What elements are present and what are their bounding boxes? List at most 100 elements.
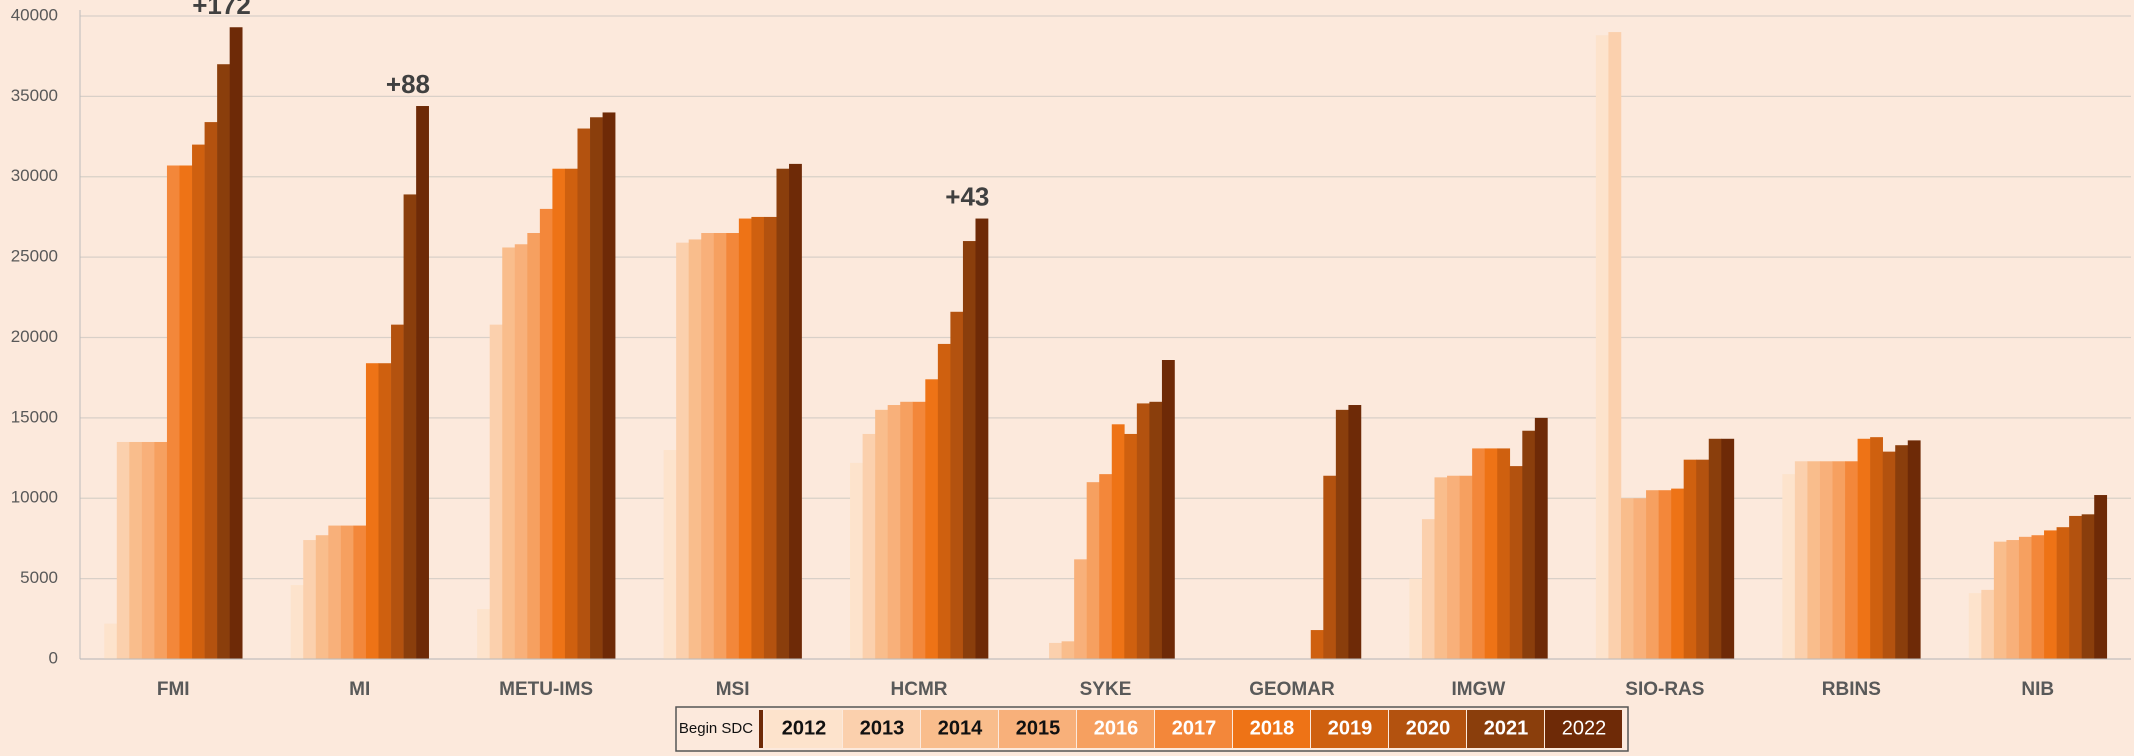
- bar: [962, 241, 976, 660]
- bar: [527, 233, 541, 659]
- bar: [1882, 451, 1896, 659]
- y-tick-label: 35000: [11, 86, 58, 105]
- y-tick-label: 25000: [11, 247, 58, 266]
- x-tick-label: METU-IMS: [499, 679, 593, 700]
- x-tick-label: FMI: [157, 679, 190, 700]
- bar: [1348, 405, 1362, 659]
- bar: [192, 144, 205, 660]
- bar: [2081, 514, 2095, 659]
- bar: [1870, 437, 1883, 659]
- y-tick-label: 5000: [20, 568, 58, 587]
- bar: [477, 609, 490, 659]
- x-tick-label: IMGW: [1451, 679, 1505, 700]
- bar: [1161, 360, 1175, 659]
- bar: [141, 441, 155, 659]
- bar: [1620, 498, 1634, 659]
- bar: [1061, 641, 1075, 659]
- y-tick-label: 0: [49, 648, 58, 667]
- bar: [1310, 630, 1324, 659]
- bar: [290, 585, 304, 659]
- legend-label: 2013: [860, 717, 905, 739]
- bar: [850, 462, 863, 659]
- y-tick-label: 30000: [11, 166, 58, 185]
- bar: [315, 535, 329, 659]
- legend-label: 2017: [1172, 717, 1217, 739]
- bar: [1658, 490, 1672, 659]
- bar: [1895, 445, 1909, 659]
- y-tick-label: 15000: [11, 407, 58, 426]
- bar: [1522, 430, 1536, 659]
- legend-swatch: [843, 710, 920, 748]
- x-tick-label: MI: [349, 679, 370, 700]
- bar: [925, 379, 939, 659]
- bar: [676, 242, 689, 659]
- bar: [1111, 424, 1125, 659]
- bar: [564, 168, 578, 659]
- bar: [116, 441, 130, 659]
- bar: [1509, 466, 1523, 659]
- x-tick-label: GEOMAR: [1249, 679, 1335, 700]
- bar: [1595, 35, 1609, 660]
- bar: [1907, 440, 1921, 659]
- bar: [2056, 527, 2070, 659]
- bar: [975, 218, 989, 660]
- legend-swatch: [1467, 710, 1544, 748]
- bar: [416, 106, 429, 659]
- legend-begin-marker: [759, 710, 763, 748]
- x-tick-label: SYKE: [1080, 679, 1132, 700]
- bar: [1708, 438, 1722, 659]
- bar: [514, 244, 528, 659]
- bar: [602, 112, 616, 659]
- bar: [1832, 461, 1846, 659]
- bar: [328, 525, 342, 659]
- annotation: +88: [386, 69, 430, 99]
- legend-label: 2015: [1016, 717, 1061, 739]
- bar: [2094, 495, 2108, 659]
- bar: [1721, 438, 1735, 659]
- bar: [154, 441, 168, 659]
- bar: [763, 216, 777, 659]
- bar: [378, 363, 392, 659]
- x-tick-label: HCMR: [891, 679, 948, 700]
- bar: [1459, 475, 1473, 659]
- bar: [751, 216, 765, 659]
- bar: [2069, 515, 2082, 659]
- bar: [1472, 448, 1485, 659]
- bar: [1074, 559, 1087, 659]
- bar: [900, 401, 914, 659]
- legend-swatch: [765, 710, 842, 748]
- bar: [1534, 417, 1548, 659]
- bar: [875, 409, 888, 659]
- bar: [738, 218, 752, 660]
- legend-label: 2012: [782, 717, 827, 739]
- bar: [862, 433, 876, 659]
- x-tick-label: NIB: [2021, 679, 2054, 700]
- bar: [1608, 32, 1622, 659]
- legend-label: 2021: [1484, 717, 1529, 739]
- legend-swatch: [1389, 710, 1466, 748]
- bar: [129, 441, 143, 659]
- bar: [663, 450, 677, 659]
- y-tick-label: 10000: [11, 488, 58, 507]
- legend-swatch: [1311, 710, 1388, 748]
- legend-label: 2022: [1562, 717, 1607, 739]
- bar: [1807, 461, 1821, 659]
- bar: [229, 27, 243, 659]
- x-tick-label: SIO-RAS: [1625, 679, 1704, 700]
- bar: [1696, 459, 1710, 659]
- bar: [2044, 530, 2057, 659]
- bar: [1981, 589, 1995, 659]
- legend-swatch: [1155, 710, 1232, 748]
- bar: [1099, 474, 1113, 659]
- bar: [303, 540, 317, 659]
- bar: [1633, 498, 1647, 659]
- bar: [1671, 488, 1684, 659]
- bar: [1484, 448, 1498, 659]
- y-tick-label: 40000: [11, 5, 58, 24]
- annotation: +43: [945, 181, 989, 211]
- bar: [887, 405, 901, 659]
- bar: [713, 233, 727, 659]
- bar: [1434, 477, 1448, 659]
- bar: [1819, 461, 1833, 659]
